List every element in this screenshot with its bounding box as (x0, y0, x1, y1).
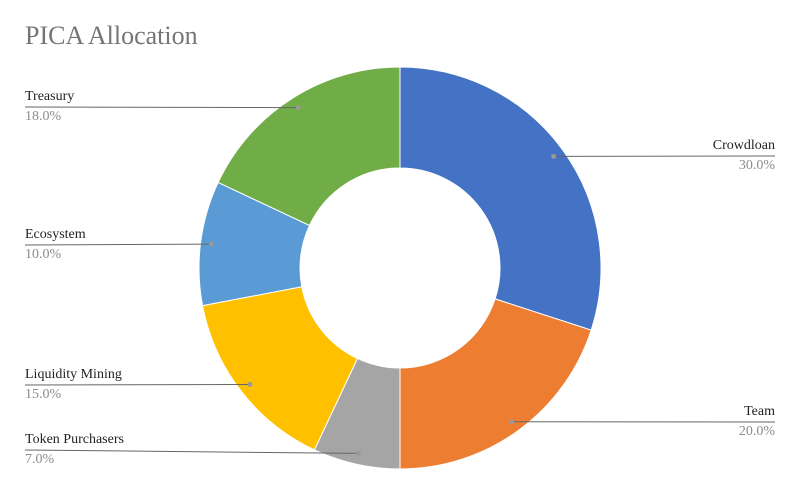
slice-value-label: 15.0% (25, 387, 62, 402)
leader-dot (356, 451, 361, 456)
leader-dot (247, 382, 252, 387)
slice-label: Ecosystem (25, 227, 86, 242)
slice-value-label: 7.0% (25, 452, 55, 467)
leader-dot (509, 419, 514, 424)
slice-label: Token Purchasers (25, 432, 124, 447)
leader-line (25, 450, 359, 453)
leader-line (25, 384, 250, 385)
slice-value-label: 18.0% (25, 109, 62, 124)
leader-line (25, 244, 211, 245)
slice-value-label: 30.0% (739, 158, 776, 173)
leader-dot (551, 154, 556, 159)
leader-line (25, 107, 298, 108)
slice-value-label: 20.0% (739, 424, 776, 439)
chart-title: PICA Allocation (25, 21, 198, 50)
slice-label: Crowdloan (713, 138, 775, 153)
slice-label: Treasury (25, 89, 74, 104)
slice-label: Liquidity Mining (25, 367, 122, 382)
slice-label: Team (744, 404, 775, 419)
donut-slice (400, 67, 601, 330)
slice-value-label: 10.0% (25, 247, 62, 262)
leader-dot (296, 105, 301, 110)
leader-dot (209, 242, 214, 247)
donut-slice (400, 299, 591, 469)
